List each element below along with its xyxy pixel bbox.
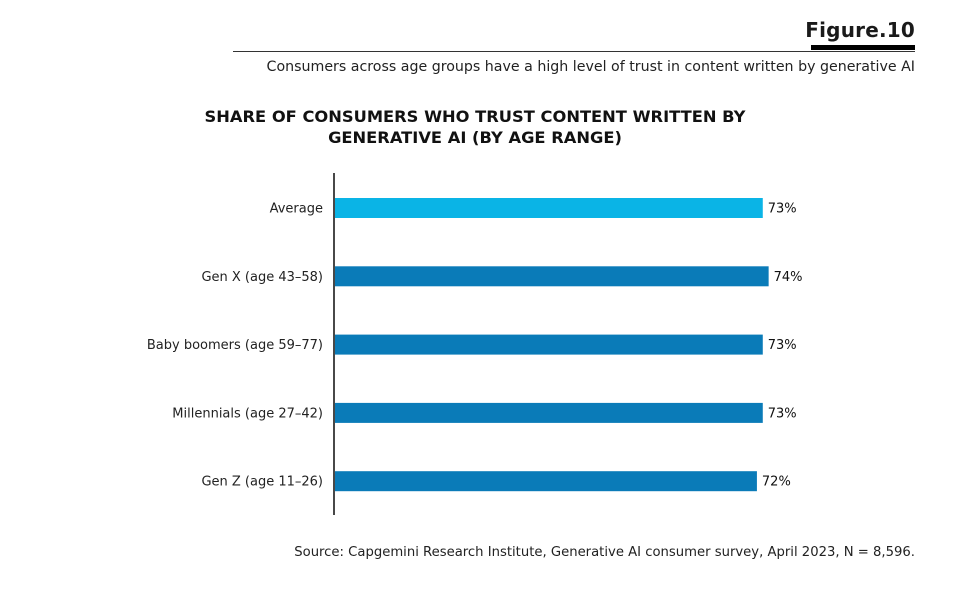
- value-label: 73%: [768, 338, 797, 353]
- header-rule: [233, 51, 915, 52]
- figure-label-underline: [811, 45, 915, 50]
- value-label: 73%: [768, 406, 797, 421]
- chart-title-line-1: SHARE OF CONSUMERS WHO TRUST CONTENT WRI…: [204, 107, 746, 126]
- bar-group-3: [335, 402, 763, 423]
- category-label: Baby boomers (age 59–77): [147, 338, 323, 353]
- bar-average: [335, 198, 763, 218]
- category-labels: Average Gen X (age 43–58) Baby boomers (ag…: [147, 202, 323, 490]
- bar-group-4: [335, 471, 757, 492]
- category-label: Average: [270, 202, 323, 217]
- value-labels: 73% 74% 73% 73% 72%: [762, 202, 803, 490]
- bar-group-2: [335, 334, 763, 355]
- source-note: Source: Capgemini Research Institute, Ge…: [294, 545, 915, 560]
- chart-title-line-2: GENERATIVE AI (BY AGE RANGE): [328, 128, 622, 147]
- chart-title: SHARE OF CONSUMERS WHO TRUST CONTENT WRI…: [160, 106, 790, 148]
- bar-group-1: [335, 266, 769, 287]
- figure-label: Figure.10: [805, 18, 915, 42]
- category-label: Gen X (age 43–58): [201, 270, 323, 285]
- bars-layer: [335, 198, 769, 492]
- category-label: Gen Z (age 11–26): [201, 475, 323, 490]
- value-label: 73%: [768, 202, 797, 217]
- figure-subtitle: Consumers across age groups have a high …: [266, 59, 915, 75]
- value-label: 72%: [762, 475, 791, 490]
- category-label: Millennials (age 27–42): [172, 406, 323, 421]
- value-label: 74%: [774, 270, 803, 285]
